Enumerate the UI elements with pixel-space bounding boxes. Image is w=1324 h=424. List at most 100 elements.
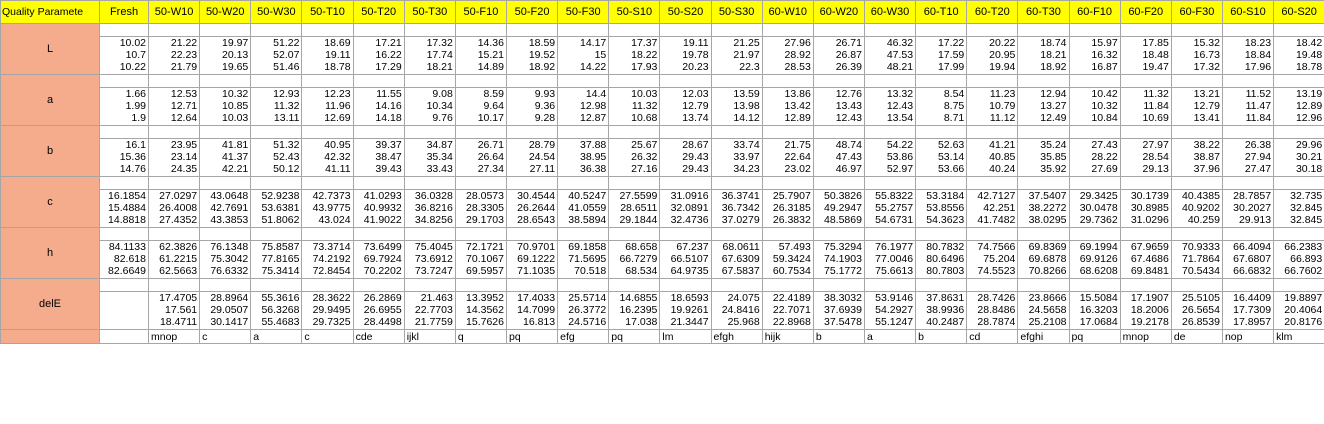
letter-cell[interactable]: b <box>812 329 865 344</box>
header-cell[interactable]: 60-S10 <box>1221 0 1275 24</box>
letter-cell[interactable]: efgh <box>710 329 763 344</box>
header-cell[interactable]: 50-T30 <box>403 0 456 24</box>
value-cell[interactable]: 35.24 35.85 35.92 <box>1017 138 1070 177</box>
letter-cell[interactable]: pq <box>505 329 559 344</box>
letter-cell[interactable]: pq <box>608 329 661 344</box>
value-cell[interactable]: 51.32 52.43 50.12 <box>250 138 303 177</box>
value-cell[interactable]: 18.42 19.48 18.78 <box>1273 36 1324 75</box>
value-cell[interactable]: 40.5247 41.0559 38.5894 <box>557 189 610 228</box>
value-cell[interactable]: 14.17 15 14.22 <box>557 36 610 75</box>
letter-cell[interactable]: lm <box>659 329 712 344</box>
letter-cell[interactable]: efghi <box>1017 329 1070 344</box>
empty-cell[interactable] <box>352 23 405 37</box>
param-label-cell[interactable]: c <box>0 176 100 228</box>
letter-cell[interactable]: a <box>863 329 917 344</box>
empty-cell[interactable] <box>966 125 1019 139</box>
empty-cell[interactable] <box>352 176 405 190</box>
empty-cell[interactable] <box>505 176 559 190</box>
empty-cell[interactable] <box>1170 227 1223 241</box>
empty-cell[interactable] <box>608 23 661 37</box>
empty-cell[interactable] <box>659 227 712 241</box>
empty-cell[interactable] <box>250 74 303 88</box>
value-cell[interactable]: 16.1 15.36 14.76 <box>99 138 149 177</box>
empty-cell[interactable] <box>1273 278 1324 292</box>
empty-cell[interactable] <box>147 176 201 190</box>
value-cell[interactable]: 12.53 12.71 12.64 <box>147 87 201 126</box>
empty-cell[interactable] <box>250 125 303 139</box>
value-cell[interactable]: 52.63 53.14 53.66 <box>915 138 968 177</box>
value-cell[interactable]: 80.7832 80.6496 80.7803 <box>915 240 968 279</box>
empty-cell[interactable] <box>301 227 354 241</box>
empty-cell[interactable] <box>863 278 917 292</box>
value-cell[interactable]: 21.22 22.23 21.79 <box>147 36 201 75</box>
header-cell[interactable]: 60-T20 <box>966 0 1019 24</box>
empty-cell[interactable] <box>812 176 865 190</box>
label-filler-cell[interactable] <box>0 329 100 344</box>
value-cell[interactable]: 26.71 26.87 26.39 <box>812 36 865 75</box>
value-cell[interactable]: 8.59 9.64 10.17 <box>454 87 507 126</box>
empty-cell[interactable] <box>1068 125 1121 139</box>
empty-cell[interactable] <box>557 23 610 37</box>
empty-cell[interactable] <box>915 176 968 190</box>
letter-cell[interactable]: de <box>1170 329 1223 344</box>
value-cell[interactable]: 25.5714 26.3772 24.5716 <box>557 291 610 330</box>
empty-cell[interactable] <box>99 74 149 88</box>
empty-cell[interactable] <box>1119 227 1172 241</box>
param-label-cell[interactable]: a <box>0 74 100 126</box>
value-cell[interactable]: 26.71 26.64 27.34 <box>454 138 507 177</box>
value-cell[interactable]: 24.075 24.8416 25.968 <box>710 291 763 330</box>
value-cell[interactable]: 42.7373 43.9775 43.024 <box>301 189 354 228</box>
value-cell[interactable]: 14.6855 16.2395 17.038 <box>608 291 661 330</box>
header-cell[interactable]: 60-F20 <box>1119 0 1172 24</box>
value-cell[interactable]: 84.1133 82.618 82.6649 <box>99 240 149 279</box>
value-cell[interactable]: 73.6499 69.7924 70.2202 <box>352 240 405 279</box>
empty-cell[interactable] <box>710 125 763 139</box>
empty-cell[interactable] <box>1221 125 1275 139</box>
value-cell[interactable]: 66.2383 66.893 66.7602 <box>1273 240 1324 279</box>
empty-cell[interactable] <box>505 74 559 88</box>
empty-cell[interactable] <box>352 278 405 292</box>
value-cell[interactable]: 26.2869 26.6955 28.4498 <box>352 291 405 330</box>
value-cell[interactable]: 18.6593 19.9261 21.3447 <box>659 291 712 330</box>
header-cell[interactable]: 50-T20 <box>352 0 405 24</box>
header-cell[interactable]: 50-F10 <box>454 0 507 24</box>
empty-cell[interactable] <box>454 74 507 88</box>
empty-cell[interactable] <box>1017 227 1070 241</box>
header-cell[interactable]: 60-W20 <box>812 0 865 24</box>
header-cell[interactable]: 50-F30 <box>557 0 610 24</box>
empty-cell[interactable] <box>147 125 201 139</box>
value-cell[interactable]: 69.1858 71.5695 70.518 <box>557 240 610 279</box>
value-cell[interactable]: 43.0648 42.7691 43.3853 <box>199 189 252 228</box>
value-cell[interactable]: 1.66 1.99 1.9 <box>99 87 149 126</box>
empty-cell[interactable] <box>812 125 865 139</box>
empty-cell[interactable] <box>199 125 252 139</box>
empty-cell[interactable] <box>1068 176 1121 190</box>
empty-cell[interactable] <box>1273 125 1324 139</box>
value-cell[interactable]: 19.11 19.78 20.23 <box>659 36 712 75</box>
empty-cell[interactable] <box>863 176 917 190</box>
letter-cell[interactable]: c <box>301 329 354 344</box>
empty-cell[interactable] <box>915 125 968 139</box>
value-cell[interactable]: 28.3622 29.9495 29.7325 <box>301 291 354 330</box>
empty-cell[interactable] <box>352 227 405 241</box>
empty-cell[interactable] <box>1017 278 1070 292</box>
header-cell[interactable]: Quality Paramete <box>0 0 100 24</box>
value-cell[interactable]: 29.96 30.21 30.18 <box>1273 138 1324 177</box>
value-cell[interactable]: 33.74 33.97 34.23 <box>710 138 763 177</box>
empty-cell[interactable] <box>199 227 252 241</box>
value-cell[interactable]: 48.74 47.43 46.97 <box>812 138 865 177</box>
empty-cell[interactable] <box>915 74 968 88</box>
empty-cell[interactable] <box>403 74 456 88</box>
value-cell[interactable]: 19.8897 20.4064 20.8176 <box>1273 291 1324 330</box>
value-cell[interactable]: 54.22 53.86 52.97 <box>863 138 917 177</box>
value-cell[interactable]: 62.3826 61.2215 62.5663 <box>147 240 201 279</box>
empty-cell[interactable] <box>1119 278 1172 292</box>
value-cell[interactable]: 18.59 19.52 18.92 <box>505 36 559 75</box>
empty-cell[interactable] <box>301 74 354 88</box>
empty-cell[interactable] <box>147 278 201 292</box>
empty-cell[interactable] <box>1119 176 1172 190</box>
empty-cell[interactable] <box>403 125 456 139</box>
empty-cell[interactable] <box>250 278 303 292</box>
empty-cell[interactable] <box>761 278 814 292</box>
value-cell[interactable]: 28.7857 30.2027 29.913 <box>1221 189 1275 228</box>
